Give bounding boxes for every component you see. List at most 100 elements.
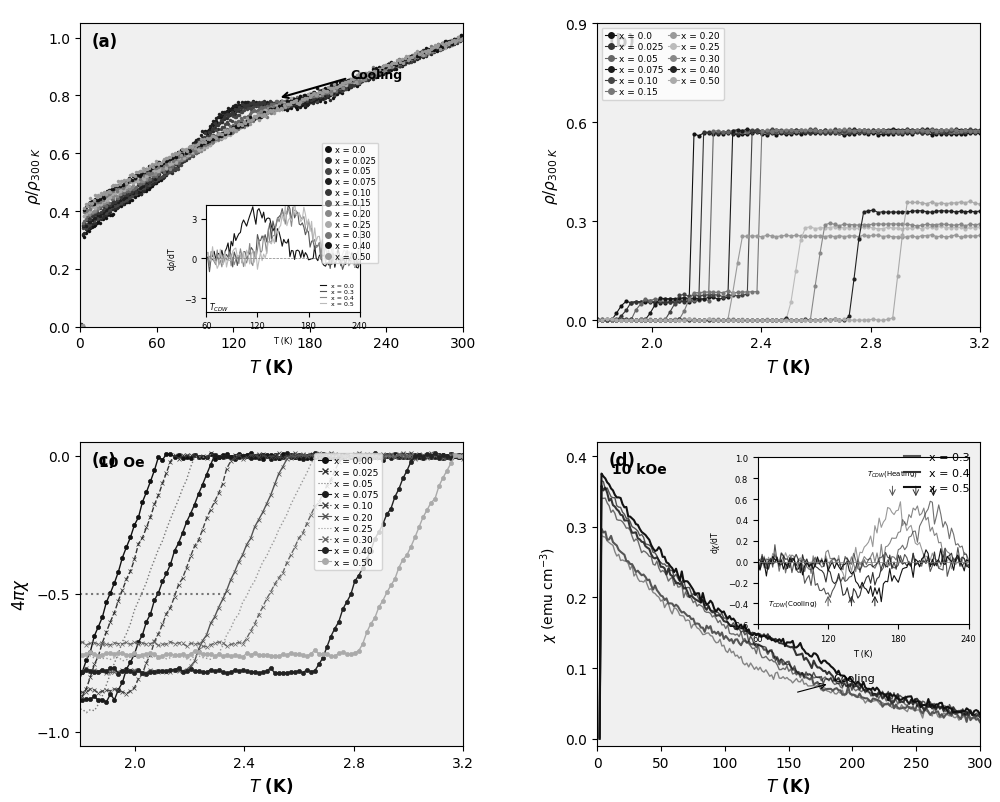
x = 0.5 [233, 119, 245, 129]
Legend: x = 0.00, x = 0.025, x = 0.05, x = 0.075, x = 0.10, x = 0.20, x = 0.25, x = 0.30: x = 0.00, x = 0.025, x = 0.05, x = 0.075… [314, 453, 382, 570]
x = 0.0 [339, 83, 351, 93]
x = 0.5 [339, 78, 351, 87]
Text: (c): (c) [91, 452, 116, 470]
x = 0.5 [138, 167, 150, 176]
Line: x = 0.2: x = 0.2 [80, 35, 465, 329]
x = 0.05 [339, 84, 351, 94]
x = 0.15 [339, 80, 351, 90]
x = 0.05 [75, 321, 87, 330]
Text: Cooling: Cooling [351, 69, 403, 82]
x = 0.5 [296, 95, 308, 105]
x = 0.025 [457, 34, 469, 44]
x = 0.3 [296, 97, 308, 107]
x = 0.05 [455, 32, 467, 42]
Y-axis label: $\rho/\rho_{300\ K}$: $\rho/\rho_{300\ K}$ [24, 147, 43, 205]
x = 0.4 [233, 123, 245, 132]
x = 0.4 [229, 124, 241, 134]
Line: x = 0.4: x = 0.4 [80, 34, 465, 329]
x = 0.1 [296, 97, 308, 107]
x = 0.3 [229, 125, 241, 135]
x = 0.2 [457, 32, 469, 42]
x = 0.3 [455, 31, 467, 41]
x = 0.2 [340, 80, 352, 90]
X-axis label: $T$ (K): $T$ (K) [766, 775, 811, 795]
x = 0.3 [75, 322, 87, 332]
x = 0.1 [229, 105, 241, 115]
x = 0.025 [138, 185, 150, 195]
x = 0.2 [230, 123, 242, 132]
Text: 10 Oe: 10 Oe [99, 456, 145, 470]
x = 0.05 [138, 183, 150, 192]
x = 0.5 [75, 322, 87, 331]
x = 0.1 [457, 30, 469, 40]
x = 0.1 [339, 83, 351, 93]
x = 0.1 [138, 178, 150, 188]
x = 0.25 [457, 31, 469, 41]
x = 0.25 [138, 176, 150, 185]
x = 0.2 [77, 322, 89, 332]
x = 0.05 [296, 99, 308, 108]
x = 0.3 [457, 35, 469, 45]
x = 0.025 [339, 85, 351, 95]
x = 0.1 [442, 39, 454, 49]
x = 0.1 [233, 103, 245, 113]
x = 0.15 [75, 322, 87, 331]
Text: (b): (b) [609, 33, 635, 51]
x = 0.0 [442, 38, 454, 48]
x = 0.025 [233, 107, 245, 117]
x = 0.025 [454, 34, 466, 44]
x = 0.25 [339, 79, 351, 89]
x = 0.5 [442, 39, 454, 49]
x = 0.25 [233, 124, 245, 134]
x = 0.075 [233, 101, 245, 111]
x = 0.4 [75, 322, 87, 332]
Text: 10 kOe: 10 kOe [612, 462, 667, 476]
x = 0.25 [442, 41, 454, 51]
Line: x = 0.15: x = 0.15 [80, 38, 465, 328]
x = 0.4 [138, 168, 150, 178]
x = 0.3 [442, 38, 454, 47]
x = 0.15 [233, 116, 245, 126]
Line: x = 0.075: x = 0.075 [80, 36, 465, 326]
x = 0.075 [442, 39, 454, 49]
Line: x = 0.3: x = 0.3 [80, 34, 465, 329]
x = 0.075 [296, 98, 308, 107]
Line: x = 0.5: x = 0.5 [80, 36, 465, 328]
Line: x = 0.05: x = 0.05 [80, 35, 465, 327]
x = 0.025 [296, 99, 308, 109]
x = 0.075 [138, 180, 150, 189]
x = 0.0 [75, 321, 87, 330]
Line: x = 0.25: x = 0.25 [80, 34, 465, 329]
x = 0.25 [75, 322, 87, 332]
x = 0.4 [455, 31, 467, 41]
x = 0.05 [229, 112, 241, 122]
x = 0.3 [138, 168, 150, 178]
Y-axis label: $\rho/\rho_{300\ K}$: $\rho/\rho_{300\ K}$ [541, 147, 560, 205]
x = 0.075 [339, 82, 351, 91]
x = 0.025 [442, 40, 454, 50]
X-axis label: $T$ (K): $T$ (K) [249, 775, 294, 795]
x = 0.2 [140, 175, 152, 184]
Line: x = 0.1: x = 0.1 [80, 34, 465, 327]
x = 0.15 [229, 118, 241, 128]
Y-axis label: $4\pi\chi$: $4\pi\chi$ [10, 577, 31, 610]
x = 0.0 [455, 32, 467, 42]
x = 0.0 [457, 32, 469, 42]
x = 0.05 [233, 111, 245, 120]
x = 0.3 [339, 79, 351, 88]
Line: x = 0.0: x = 0.0 [80, 35, 465, 327]
Text: Cooling: Cooling [833, 673, 875, 683]
x = 0.25 [229, 128, 241, 137]
x = 0.05 [457, 35, 469, 45]
Legend: x = 0.0, x = 0.025, x = 0.05, x = 0.075, x = 0.10, x = 0.15, x = 0.20, x = 0.25,: x = 0.0, x = 0.025, x = 0.05, x = 0.075,… [322, 144, 378, 264]
x = 0.15 [138, 176, 150, 186]
Text: Heating: Heating [891, 723, 935, 734]
x = 0.075 [229, 101, 241, 111]
x = 0.2 [298, 92, 310, 102]
x = 0.15 [457, 34, 469, 44]
x = 0.0 [296, 101, 308, 111]
x = 0.075 [457, 33, 469, 43]
x = 0.4 [296, 94, 308, 103]
x = 0.025 [229, 111, 241, 120]
x = 0.15 [296, 95, 308, 104]
